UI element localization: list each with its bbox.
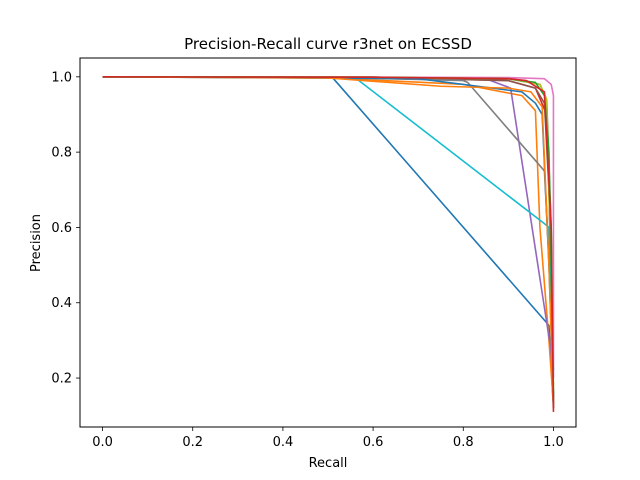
y-tick-label: 0.2 [51,372,72,387]
x-tick-label: 1.0 [543,435,564,450]
series-line-7 [102,76,555,379]
series-line-13 [102,76,555,394]
chart-title: Precision-Recall curve r3net on ECSSD [184,35,472,53]
x-tick-label: 0.0 [92,435,113,450]
series-line-3 [102,76,555,401]
series-line-4 [102,76,555,412]
y-tick-label: 0.8 [51,146,72,161]
series-line-2 [102,76,555,405]
y-tick-label: 0.6 [51,221,72,236]
series-line-1 [102,76,555,409]
series-line-12 [102,76,555,405]
x-tick-label: 0.8 [453,435,474,450]
series-line-10 [102,76,555,371]
y-tick-label: 1.0 [51,70,72,85]
series-line-5 [102,76,555,397]
series-line-14 [102,76,555,409]
series-line-11 [102,76,555,397]
x-axis: 0.0 0.2 0.4 0.6 0.8 1.0 [92,427,564,450]
series-line-6 [102,76,555,405]
y-axis: 0.2 0.4 0.6 0.8 1.0 [51,70,80,387]
series-line-9 [102,76,555,386]
x-axis-label: Recall [309,456,348,471]
x-tick-label: 0.4 [273,435,294,450]
y-tick-label: 0.4 [51,296,72,311]
series-lines [102,76,555,412]
plot-frame [79,57,577,428]
x-tick-label: 0.2 [182,435,203,450]
series-line-8 [102,76,555,397]
y-axis-label: Precision [29,214,44,272]
x-tick-label: 0.6 [363,435,384,450]
